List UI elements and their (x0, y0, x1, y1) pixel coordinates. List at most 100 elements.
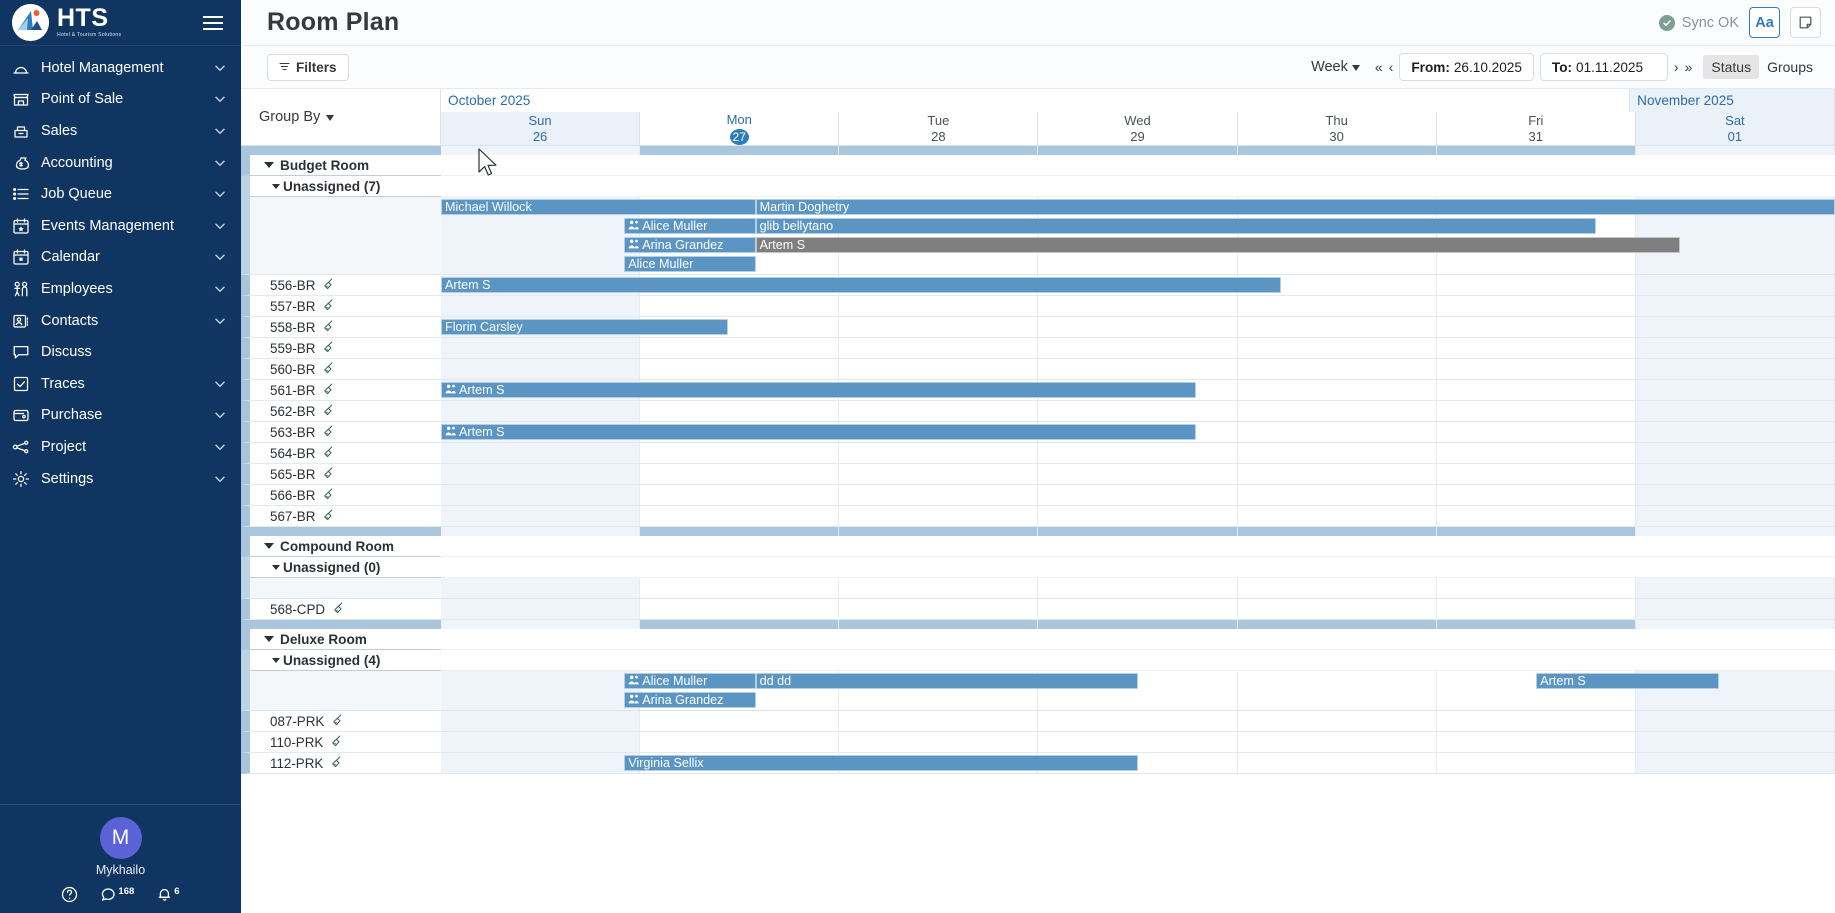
room-timeline[interactable] (441, 485, 1835, 506)
messages-counter[interactable]: 168 (100, 886, 134, 903)
broom-icon[interactable] (321, 361, 334, 377)
chevron-down-icon[interactable] (213, 124, 227, 138)
view-mode-groups[interactable]: Groups (1767, 59, 1813, 75)
day-column-header[interactable]: Wed 29 (1038, 112, 1238, 145)
room-label-cell[interactable]: 561-BR (241, 380, 441, 401)
broom-icon[interactable] (321, 508, 334, 524)
room-label-cell[interactable]: 110-PRK (241, 732, 441, 753)
sidebar-item-calendar[interactable]: Calendar (0, 242, 241, 274)
view-mode-status[interactable]: Status (1703, 55, 1760, 79)
broom-icon[interactable] (321, 298, 334, 314)
room-label-cell[interactable]: 566-BR (241, 485, 441, 506)
room-label-cell[interactable]: 568-CPD (241, 599, 441, 620)
unassigned-timeline[interactable]: Alice Muller dd dd Artem S Arina Grandez (441, 671, 1835, 711)
chevron-down-icon[interactable] (213, 187, 227, 201)
collapse-triangle-icon[interactable] (264, 543, 274, 549)
chevron-down-icon[interactable] (213, 250, 227, 264)
booking-bar[interactable]: dd dd (755, 673, 1138, 689)
booking-bar[interactable]: glib bellytano (755, 218, 1596, 234)
day-column-header[interactable]: Thu 30 (1238, 112, 1437, 145)
broom-icon[interactable] (321, 382, 334, 398)
question-circle-icon[interactable] (61, 886, 78, 903)
chevron-down-icon[interactable] (213, 61, 227, 75)
broom-icon[interactable] (329, 755, 342, 771)
avatar[interactable]: M (99, 817, 142, 859)
room-label-cell[interactable]: 563-BR (241, 422, 441, 443)
room-label-cell[interactable]: 087-PRK (241, 711, 441, 732)
sidebar-item-traces[interactable]: Traces (0, 368, 241, 400)
room-timeline[interactable] (441, 338, 1835, 359)
subgroup-header[interactable]: Unassigned (0) (241, 557, 441, 578)
subgroup-header[interactable]: Unassigned (7) (241, 176, 441, 197)
unassigned-timeline[interactable] (441, 578, 1835, 599)
room-label-cell[interactable]: 560-BR (241, 359, 441, 380)
day-column-header[interactable]: Sun 26 (441, 112, 641, 145)
sidebar-item-events-management[interactable]: Events Management (0, 210, 241, 242)
sidebar-item-point-of-sale[interactable]: Point of Sale (0, 84, 241, 116)
collapse-triangle-icon[interactable] (264, 162, 274, 168)
unassigned-timeline[interactable]: Michael Willock Martin Doghetry Alice Mull… (441, 197, 1835, 275)
booking-bar[interactable]: Artem S (441, 277, 1282, 293)
booking-bar[interactable]: Artem S (441, 424, 1196, 440)
collapse-triangle-icon[interactable] (264, 636, 274, 642)
chevron-down-icon[interactable] (213, 282, 227, 296)
broom-icon[interactable] (330, 713, 343, 729)
room-label-cell[interactable]: 112-PRK (241, 753, 441, 774)
nav-first-button[interactable]: « (1374, 59, 1383, 75)
booking-bar[interactable]: Artem S (1536, 673, 1720, 689)
filters-button[interactable]: Filters (267, 53, 349, 81)
sidebar-item-contacts[interactable]: Contacts (0, 305, 241, 337)
room-timeline[interactable]: Artem S (441, 380, 1835, 401)
nav-last-button[interactable]: » (1684, 59, 1693, 75)
booking-bar[interactable]: Alice Muller (624, 218, 756, 234)
chevron-down-icon[interactable] (213, 440, 227, 454)
chevron-down-icon[interactable] (213, 408, 227, 422)
broom-icon[interactable] (321, 445, 334, 461)
date-from-input[interactable]: From: 26.10.2025 (1399, 53, 1534, 81)
room-timeline[interactable] (441, 732, 1835, 753)
room-label-cell[interactable]: 564-BR (241, 443, 441, 464)
booking-bar[interactable]: Alice Muller (624, 673, 756, 689)
broom-icon[interactable] (331, 601, 344, 617)
room-label-cell[interactable]: 559-BR (241, 338, 441, 359)
room-label-cell[interactable]: 557-BR (241, 296, 441, 317)
broom-icon[interactable] (321, 277, 334, 293)
sidebar-item-settings[interactable]: Settings (0, 463, 241, 495)
room-label-cell[interactable]: 558-BR (241, 317, 441, 338)
booking-bar[interactable]: Alice Muller (624, 256, 756, 272)
day-column-header[interactable]: Tue 28 (839, 112, 1039, 145)
collapse-triangle-icon[interactable] (272, 183, 280, 189)
chevron-down-icon[interactable] (213, 314, 227, 328)
group-header[interactable]: Compound Room (241, 536, 441, 557)
sidebar-item-discuss[interactable]: Discuss (0, 336, 241, 368)
sidebar-item-hotel-management[interactable]: Hotel Management (0, 52, 241, 84)
group-header[interactable]: Deluxe Room (241, 629, 441, 650)
booking-bar[interactable]: Martin Doghetry (755, 199, 1835, 215)
sidebar-item-job-queue[interactable]: Job Queue (0, 178, 241, 210)
broom-icon[interactable] (321, 487, 334, 503)
day-column-header[interactable]: Fri 31 (1437, 112, 1636, 145)
chevron-down-icon[interactable] (213, 377, 227, 391)
room-timeline[interactable] (441, 359, 1835, 380)
chevron-down-icon[interactable] (213, 92, 227, 106)
sidebar-item-accounting[interactable]: Accounting (0, 147, 241, 179)
note-icon[interactable] (1790, 7, 1821, 38)
day-column-header[interactable]: Sat 01 (1635, 112, 1835, 145)
room-label-cell[interactable]: 562-BR (241, 401, 441, 422)
group-header[interactable]: Budget Room (241, 155, 441, 176)
chevron-down-icon[interactable] (213, 219, 227, 233)
room-timeline[interactable]: Artem S (441, 422, 1835, 443)
room-timeline[interactable] (441, 464, 1835, 485)
room-timeline[interactable] (441, 506, 1835, 527)
nav-prev-button[interactable]: ‹ (1388, 59, 1394, 75)
sidebar-item-sales[interactable]: Sales (0, 115, 241, 147)
booking-bar[interactable]: Florin Carsley (441, 319, 728, 335)
booking-bar[interactable]: Michael Willock (441, 199, 756, 215)
booking-bar[interactable]: Arina Grandez (624, 237, 756, 253)
broom-icon[interactable] (321, 340, 334, 356)
notifications-counter[interactable]: 6 (156, 886, 180, 903)
scale-selector[interactable]: Week (1311, 59, 1360, 75)
room-timeline[interactable]: Florin Carsley (441, 317, 1835, 338)
booking-bar[interactable]: Artem S (755, 237, 1680, 253)
room-timeline[interactable]: Virginia Sellix (441, 753, 1835, 774)
